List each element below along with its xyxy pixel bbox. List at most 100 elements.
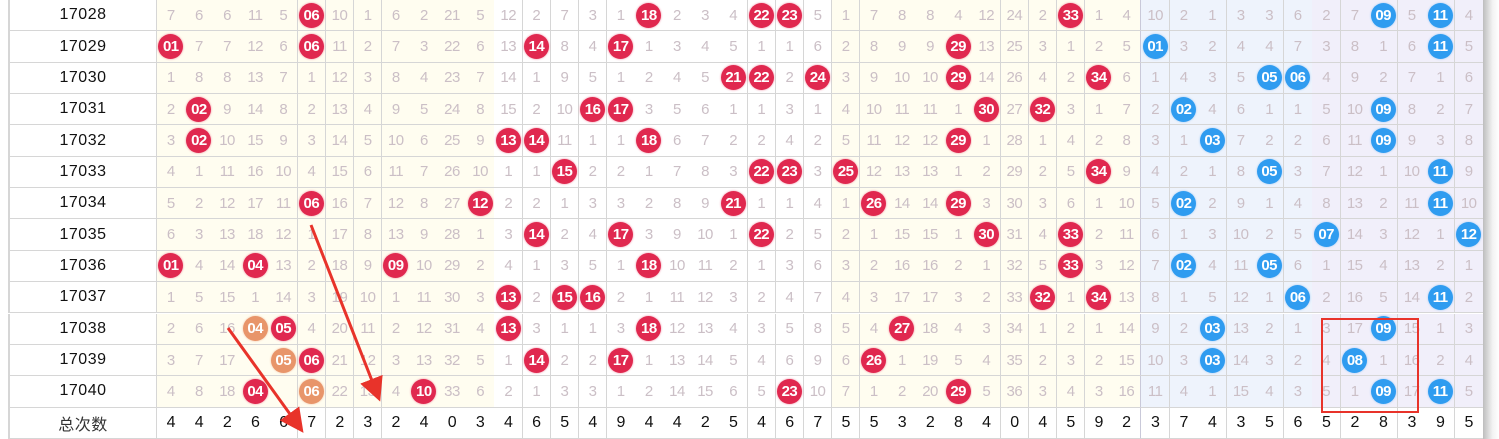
blue-cell: 3	[1312, 313, 1342, 345]
red-cell: 09	[381, 250, 411, 283]
red-cell: 1	[860, 219, 889, 251]
red-cell: 7	[663, 156, 692, 189]
red-total: 2	[916, 407, 945, 439]
red-cell: 13	[241, 62, 270, 95]
red-total: 9	[606, 407, 636, 439]
red-cell: 1	[185, 156, 214, 189]
issue-number: 17032	[8, 125, 157, 157]
red-ball: 29	[945, 34, 971, 60]
red-cell: 06	[297, 31, 327, 63]
red-cell: 6	[185, 313, 214, 345]
red-cell: 13	[494, 125, 524, 157]
red-cell: 16	[1113, 376, 1142, 408]
red-cell: 1	[466, 219, 495, 251]
red-cell: 27	[1000, 94, 1030, 126]
red-cell: 15	[550, 282, 580, 314]
red-cell: 6	[663, 125, 692, 157]
red-cell: 9	[353, 250, 383, 283]
blue-cell: 3	[1426, 125, 1456, 157]
blue-cell: 5	[1226, 62, 1256, 95]
red-total: 2	[381, 407, 411, 439]
red-cell: 2	[719, 250, 748, 283]
red-total: 2	[1113, 407, 1142, 439]
table-row: 17036 01 4 14 04 13 2 18 9 09 10 29 2 4 1 3 5 1 18 10 11 2 1 3 6…	[0, 250, 1499, 283]
red-ball: 22	[748, 65, 774, 91]
blue-ball: 02	[1171, 190, 1197, 216]
red-cell: 4	[157, 376, 186, 408]
red-cell: 1	[747, 94, 777, 126]
red-cell: 04	[241, 250, 270, 283]
red-ball: 30	[973, 222, 999, 248]
red-cell: 4	[803, 188, 833, 220]
red-cell: 7	[691, 125, 720, 157]
red-cell: 05	[269, 344, 299, 377]
red-cell: 14	[522, 31, 552, 63]
red-cell: 1	[747, 188, 777, 220]
blue-cell: 6	[1283, 0, 1313, 32]
blue-cell: 2	[1255, 313, 1285, 345]
red-cell: 1	[1028, 125, 1058, 157]
blue-cell: 7	[1454, 94, 1484, 126]
red-total: 9	[1084, 407, 1114, 439]
red-cell: 6	[831, 344, 861, 377]
red-cell: 9	[916, 31, 945, 63]
red-cell: 2	[747, 125, 777, 157]
red-cell: 15	[691, 376, 720, 408]
red-cell: 7	[185, 344, 214, 377]
red-cell: 2	[719, 125, 748, 157]
red-ball: 09	[383, 253, 409, 279]
red-cell: 20	[325, 313, 355, 345]
red-cell: 28	[1000, 125, 1030, 157]
blue-cell: 3	[1312, 31, 1342, 63]
table-row: 17034 5 2 12 17 11 06 16 7 12 8 27 12 2 2 1 3 3 2 8 9 21 1 1 4 1 2…	[0, 188, 1499, 220]
red-cell: 7	[803, 282, 833, 314]
red-cell: 1	[494, 344, 524, 377]
red-cell: 17	[213, 344, 242, 377]
blue-cell: 2	[1426, 344, 1456, 377]
red-cell: 8	[888, 0, 917, 32]
red-total: 5	[719, 407, 748, 439]
red-cell: 3	[1056, 94, 1086, 126]
red-cell: 10	[325, 0, 355, 32]
blue-cell: 2	[1426, 94, 1456, 126]
blue-cell: 5	[1312, 94, 1342, 126]
red-cell: 13	[213, 219, 242, 251]
red-cell: 14	[522, 125, 552, 157]
blue-ball: 09	[1370, 316, 1396, 342]
red-cell: 8	[691, 156, 720, 189]
red-cell: 12	[325, 62, 355, 95]
red-cell: 29	[438, 250, 467, 283]
red-cell: 3	[157, 344, 186, 377]
blue-cell: 9	[1454, 156, 1484, 189]
red-cell: 13	[888, 156, 917, 189]
red-cell: 28	[438, 219, 467, 251]
red-cell: 24	[803, 62, 833, 95]
red-cell: 2	[775, 62, 805, 95]
totals-row: 总次数 4 4 2 6 6 7 2 3 2 4 0 3 4 6 5 4 9 4 4 2 5 4 6 7 5 5 3 2 8 4 0 4 5 9 2 3 7…	[0, 407, 1499, 439]
blue-cell: 4	[1312, 344, 1342, 377]
red-cell: 12	[916, 125, 945, 157]
red-cell: 9	[550, 62, 580, 95]
blue-ball: 09	[1370, 128, 1396, 154]
blue-cell: 8	[1312, 188, 1342, 220]
blue-cell: 2	[1283, 125, 1313, 157]
red-cell: 8	[213, 62, 242, 95]
red-cell: 1	[522, 156, 552, 189]
blue-cell: 09	[1369, 376, 1399, 408]
blue-cell: 1	[1198, 376, 1228, 408]
red-cell: 1	[635, 282, 664, 314]
red-cell: 6	[157, 219, 186, 251]
blue-cell: 9	[1397, 125, 1427, 157]
red-cell: 4	[860, 313, 889, 345]
red-cell: 25	[831, 156, 861, 189]
red-cell: 13	[916, 156, 945, 189]
red-cell: 2	[663, 0, 692, 32]
red-cell: 7	[213, 31, 242, 63]
blue-cell: 14	[1340, 219, 1370, 251]
red-cell: 29	[1000, 156, 1030, 189]
red-cell: 5	[944, 344, 973, 377]
red-cell: 18	[635, 125, 664, 157]
red-cell: 2	[578, 344, 608, 377]
blue-ball: 06	[1285, 65, 1311, 91]
red-cell: 5	[353, 125, 383, 157]
